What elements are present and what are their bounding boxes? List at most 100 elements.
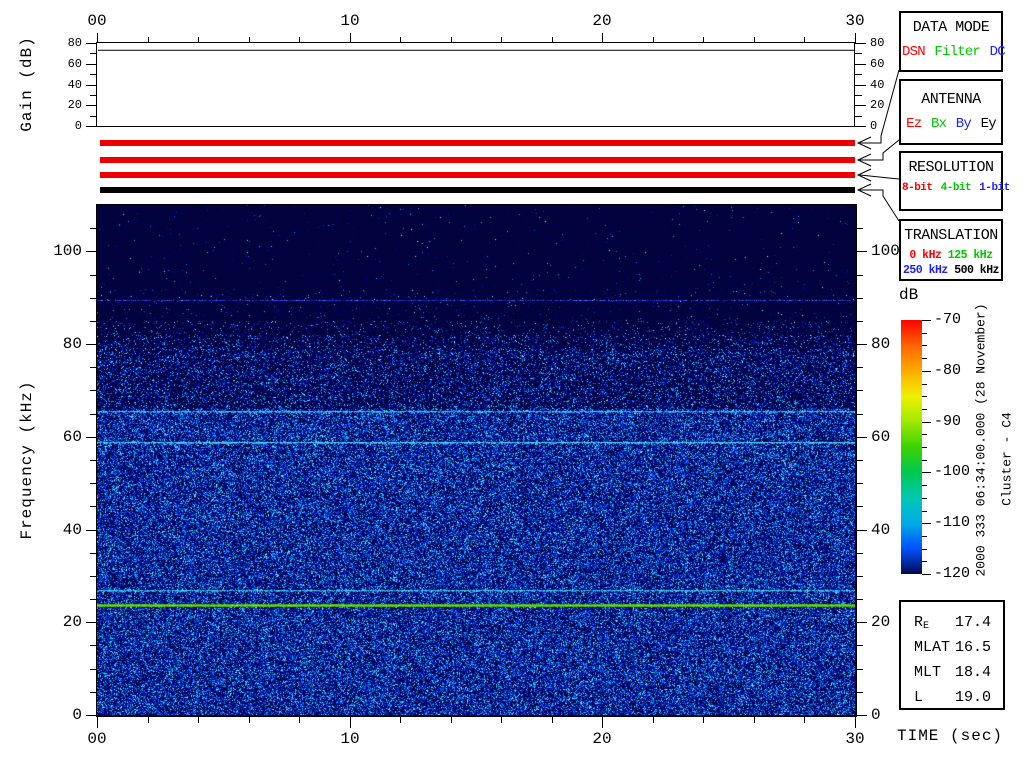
axis-tick (856, 390, 863, 391)
translation-125khz: 125 kHz (947, 249, 993, 262)
axis-tick (856, 298, 863, 299)
axis-tick (86, 437, 97, 438)
axis-tick (856, 460, 863, 461)
antenna-panel: ANTENNA Ez Bx By Ey (899, 79, 1003, 145)
colorbar-tick-label: -80 (934, 362, 962, 379)
gain-tick-label-right: 80 (870, 36, 885, 50)
axis-tick (922, 472, 931, 473)
freq-tick-label-right: 60 (871, 428, 891, 446)
freq-tick-label-left: 100 (53, 242, 82, 260)
axis-tick (86, 43, 97, 44)
ephemeris-value: 18.4 (954, 664, 991, 681)
ephemeris-row-mlat: MLAT 16.5 (901, 635, 1003, 660)
axis-tick (249, 716, 250, 723)
axis-tick (754, 37, 755, 43)
axis-tick (90, 228, 97, 229)
axis-tick (350, 716, 351, 728)
axis-tick (922, 333, 927, 334)
ephemeris-row-l: L 19.0 (901, 685, 1003, 710)
data-mode-dsn: DSN (902, 44, 926, 60)
axis-tick (856, 228, 863, 229)
gain-tick-label-left: 40 (67, 78, 82, 92)
freq-tick-label-right: 80 (871, 335, 891, 353)
resolution-4-bit: 4-bit (940, 182, 972, 194)
axis-tick (602, 33, 603, 43)
axis-tick (856, 483, 863, 484)
translation-500khz: 500 kHz (954, 264, 1000, 277)
antenna-values: Ez Bx By Ey (901, 108, 1001, 139)
connector-arrowhead-0 (856, 136, 872, 150)
axis-tick (754, 716, 755, 723)
axis-tick (501, 716, 502, 723)
connector-line-2 (859, 174, 900, 180)
time-top-label: 30 (845, 12, 865, 30)
axis-tick (703, 37, 704, 43)
gain-tick-label-right: 60 (870, 57, 885, 71)
time-bottom-label: 10 (340, 730, 360, 748)
translation-values: 0 kHz 125 kHz 250 kHz 500 kHz (901, 244, 1001, 282)
ephemeris-panel: RE 17.4 MLAT 16.5 MLT 18.4 L 19.0 (899, 600, 1005, 710)
axis-tick (922, 447, 927, 448)
gain-plot-area (96, 42, 855, 127)
axis-tick (856, 622, 867, 623)
resolution-values: 8-bit 4-bit 1-bit (901, 176, 1010, 199)
axis-tick (86, 251, 97, 252)
axis-tick (86, 344, 97, 345)
colorbar-title: dB (899, 286, 919, 304)
axis-tick (703, 716, 704, 723)
axis-tick (855, 53, 862, 54)
antenna-bar (100, 157, 855, 163)
ephemeris-label: L (914, 689, 924, 706)
axis-tick (90, 483, 97, 484)
axis-tick (451, 37, 452, 43)
freq-tick-label-left: 60 (62, 428, 82, 446)
freq-tick-label-right: 40 (871, 521, 891, 539)
axis-tick (90, 367, 97, 368)
axis-tick (90, 298, 97, 299)
axis-tick (856, 530, 867, 531)
time-bottom-label: 30 (845, 730, 865, 748)
time-bottom-label: 20 (592, 730, 612, 748)
colorbar-tick-label: -110 (934, 514, 971, 531)
axis-tick (855, 116, 862, 117)
time-top-label: 00 (87, 12, 107, 30)
data-mode-title: DATA MODE (912, 19, 990, 36)
connector-arrowhead-2 (856, 168, 872, 182)
axis-tick (855, 95, 862, 96)
timestamp-caption: 2000 333 06:34:00.000 (28 November) (973, 303, 989, 577)
axis-tick (90, 599, 97, 600)
freq-tick-label-right: 100 (871, 242, 900, 260)
axis-tick (922, 320, 931, 321)
axis-tick (90, 576, 97, 577)
translation-title: TRANSLATION (904, 227, 998, 244)
axis-tick (90, 116, 97, 117)
data-mode-filter: Filter (934, 44, 981, 60)
freq-tick-label-left: 40 (62, 521, 82, 539)
translation-row-0: 0 kHz 125 kHz (901, 248, 1001, 263)
axis-tick (856, 437, 867, 438)
ephemeris-label-subscript: E (923, 621, 930, 632)
resolution-1-bit: 1-bit (979, 182, 1010, 194)
connector-line-3 (860, 189, 900, 222)
axis-tick (90, 669, 97, 670)
axis-tick (855, 43, 866, 44)
axis-tick (922, 371, 931, 372)
axis-tick (198, 37, 199, 43)
axis-tick (86, 530, 97, 531)
axis-tick (249, 37, 250, 43)
axis-tick (855, 105, 866, 106)
axis-tick (90, 692, 97, 693)
data-mode-values: DSN Filter DC (901, 36, 1006, 67)
gain-tick-label-right: 40 (870, 78, 885, 92)
axis-tick (922, 511, 927, 512)
connector-arrowhead-3 (856, 183, 872, 197)
axis-tick (198, 716, 199, 723)
freq-tick-label-left: 80 (62, 335, 82, 353)
ephemeris-value: 17.4 (954, 614, 991, 631)
axis-tick (856, 553, 863, 554)
axis-tick (86, 715, 97, 716)
ephemeris-value: 19.0 (954, 689, 991, 706)
axis-tick (856, 599, 863, 600)
axis-tick (552, 37, 553, 43)
